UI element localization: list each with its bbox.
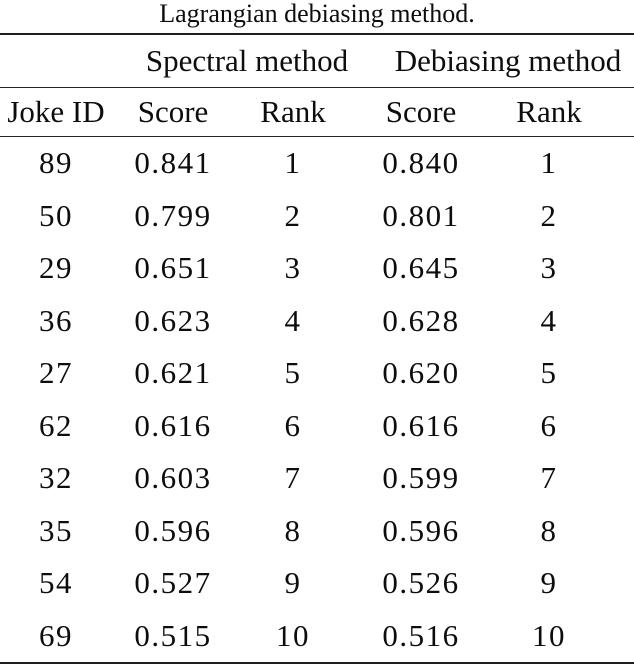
- cell-joke-id: 62: [39, 407, 73, 443]
- table-row: 89 0.841 1 0.840 1: [0, 137, 634, 190]
- cell-spectral-score: 0.527: [134, 565, 212, 601]
- cell-spectral-rank: 1: [284, 145, 302, 181]
- cell-joke-id: 54: [39, 565, 73, 601]
- cell-spectral-score: 0.841: [134, 145, 212, 181]
- cell-debiasing-score: 0.628: [382, 302, 460, 338]
- cell-spectral-rank: 9: [284, 565, 302, 601]
- group-header-debiasing: Debiasing method: [352, 34, 634, 88]
- cell-debiasing-rank: 6: [540, 407, 558, 443]
- table-row: 29 0.651 3 0.645 3: [0, 242, 634, 295]
- group-header-row: Spectral method Debiasing method: [0, 34, 634, 88]
- cell-debiasing-rank: 3: [540, 250, 558, 286]
- col-header-debiasing-rank: Rank: [490, 87, 634, 137]
- table-head: Spectral method Debiasing method Joke ID…: [0, 34, 634, 137]
- cell-spectral-score: 0.515: [134, 617, 212, 653]
- table-row: 54 0.527 9 0.526 9: [0, 557, 634, 610]
- cell-debiasing-score: 0.516: [382, 617, 460, 653]
- cell-debiasing-score: 0.526: [382, 565, 460, 601]
- cell-debiasing-rank: 2: [540, 197, 558, 233]
- cell-joke-id: 27: [39, 355, 73, 391]
- cell-debiasing-rank: 5: [540, 355, 558, 391]
- cell-spectral-score: 0.596: [134, 512, 212, 548]
- cell-joke-id: 35: [39, 512, 73, 548]
- col-header-joke-id: Joke ID: [0, 87, 112, 137]
- cell-spectral-rank: 3: [284, 250, 302, 286]
- col-header-spectral-score: Score: [112, 87, 234, 137]
- cell-debiasing-score: 0.645: [382, 250, 460, 286]
- col-header-debiasing-score: Score: [352, 87, 490, 137]
- table-row: 69 0.515 10 0.516 10: [0, 610, 634, 664]
- table-row: 50 0.799 2 0.801 2: [0, 190, 634, 243]
- cell-spectral-rank: 8: [284, 512, 302, 548]
- cell-debiasing-rank: 4: [540, 302, 558, 338]
- cell-spectral-score: 0.651: [134, 250, 212, 286]
- cell-spectral-rank: 5: [284, 355, 302, 391]
- cell-debiasing-score: 0.599: [382, 460, 460, 496]
- table-row: 27 0.621 5 0.620 5: [0, 347, 634, 400]
- col-header-spectral-rank: Rank: [234, 87, 352, 137]
- cell-spectral-rank: 10: [276, 617, 310, 653]
- table-caption: Lagrangian debiasing method.: [159, 0, 475, 28]
- table-row: 62 0.616 6 0.616 6: [0, 400, 634, 453]
- cell-spectral-rank: 2: [284, 197, 302, 233]
- cell-debiasing-score: 0.801: [382, 197, 460, 233]
- cell-joke-id: 36: [39, 302, 73, 338]
- cell-joke-id: 89: [39, 145, 73, 181]
- cell-spectral-rank: 7: [284, 460, 302, 496]
- table-row: 36 0.623 4 0.628 4: [0, 295, 634, 348]
- group-header-spacer: [0, 34, 112, 88]
- cell-debiasing-rank: 1: [540, 145, 558, 181]
- cell-debiasing-score: 0.616: [382, 407, 460, 443]
- cell-spectral-score: 0.799: [134, 197, 212, 233]
- cell-spectral-rank: 4: [284, 302, 302, 338]
- table-row: 32 0.603 7 0.599 7: [0, 452, 634, 505]
- cell-debiasing-rank: 10: [532, 617, 566, 653]
- cell-debiasing-score: 0.840: [382, 145, 460, 181]
- group-header-spectral: Spectral method: [112, 34, 352, 88]
- cell-debiasing-score: 0.620: [382, 355, 460, 391]
- cell-debiasing-rank: 8: [540, 512, 558, 548]
- table-body: 89 0.841 1 0.840 1 50 0.799 2 0.801 2 29 0.651 3 0.64…: [0, 137, 634, 664]
- table-row: 35 0.596 8 0.596 8: [0, 505, 634, 558]
- cell-spectral-score: 0.623: [134, 302, 212, 338]
- cell-spectral-score: 0.603: [134, 460, 212, 496]
- column-header-row: Joke ID Score Rank Score Rank: [0, 87, 634, 137]
- cell-debiasing-rank: 7: [540, 460, 558, 496]
- cell-debiasing-rank: 9: [540, 565, 558, 601]
- cell-spectral-score: 0.621: [134, 355, 212, 391]
- results-table: Spectral method Debiasing method Joke ID…: [0, 33, 634, 664]
- cell-spectral-score: 0.616: [134, 407, 212, 443]
- cell-joke-id: 50: [39, 197, 73, 233]
- cell-joke-id: 29: [39, 250, 73, 286]
- cell-debiasing-score: 0.596: [382, 512, 460, 548]
- cell-spectral-rank: 6: [284, 407, 302, 443]
- cell-joke-id: 32: [39, 460, 73, 496]
- cell-joke-id: 69: [39, 617, 73, 653]
